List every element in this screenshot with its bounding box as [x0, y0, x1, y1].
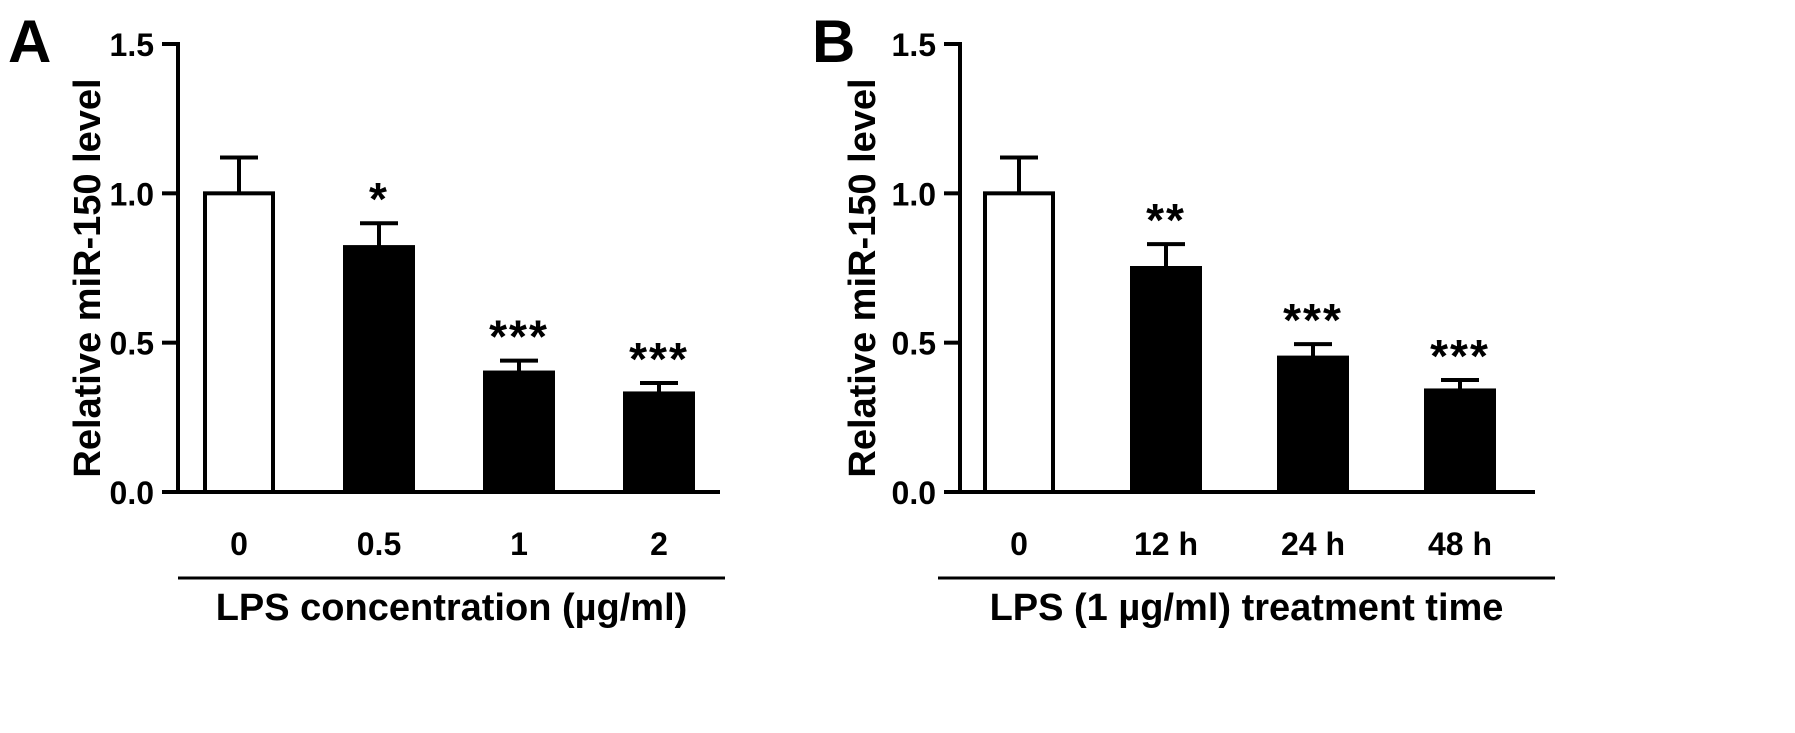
y-axis-label: Relative miR-150 level	[842, 78, 884, 477]
y-tick-label: 1.5	[892, 27, 936, 63]
significance-marker: ***	[1283, 294, 1343, 346]
x-category-label: 12 h	[1134, 526, 1198, 562]
y-tick-label: 1.5	[110, 27, 154, 63]
significance-marker: ***	[489, 311, 549, 363]
y-tick-label: 0.5	[892, 326, 936, 362]
significance-marker: **	[1146, 194, 1186, 246]
y-axis-label: Relative miR-150 level	[67, 78, 109, 477]
y-tick-label: 0.0	[892, 475, 936, 511]
y-tick-label: 0.0	[110, 475, 154, 511]
bar-48h	[1424, 388, 1496, 495]
significance-marker: ***	[629, 333, 689, 385]
x-category-label: 2	[650, 526, 668, 562]
y-tick-label: 0.5	[110, 326, 154, 362]
significance-marker: ***	[1430, 330, 1490, 382]
bar-0	[203, 191, 275, 494]
panel-label: B	[812, 8, 855, 75]
significance-marker: *	[369, 173, 389, 225]
bar-12h	[1130, 266, 1202, 494]
y-tick-label: 1.0	[892, 176, 936, 212]
bar-0.5	[343, 245, 415, 494]
y-tick-label: 1.0	[110, 176, 154, 212]
x-axis-label: LPS (1 µg/ml) treatment time	[990, 587, 1504, 629]
x-category-label: 0.5	[357, 526, 401, 562]
panel-label: A	[8, 8, 51, 75]
bar-0	[983, 191, 1055, 494]
x-category-label: 24 h	[1281, 526, 1345, 562]
x-category-label: 48 h	[1428, 526, 1492, 562]
bar-1	[483, 370, 555, 494]
bar-24h	[1277, 355, 1349, 494]
x-axis-label: LPS concentration (µg/ml)	[216, 587, 688, 629]
x-category-label: 0	[1010, 526, 1028, 562]
x-category-label: 1	[510, 526, 528, 562]
x-category-label: 0	[230, 526, 248, 562]
bar-2	[623, 391, 695, 494]
